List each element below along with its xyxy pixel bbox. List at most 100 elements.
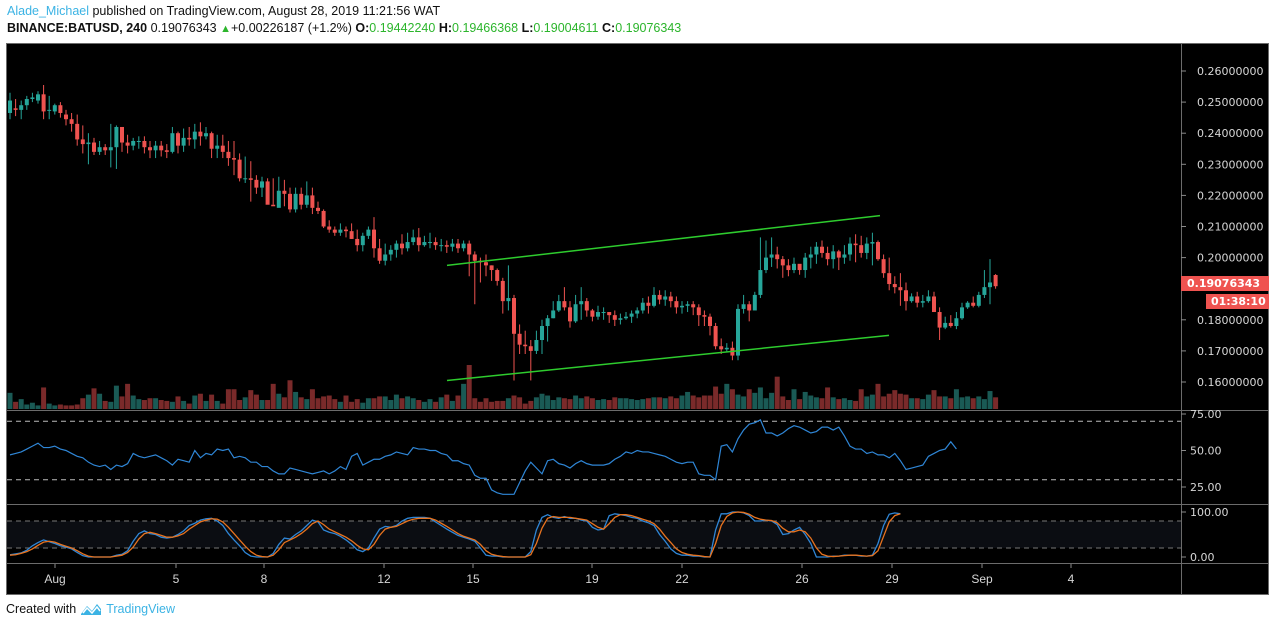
- candle-body: [506, 298, 511, 302]
- volume-bar: [757, 387, 763, 409]
- candle-body: [640, 302, 645, 311]
- volume-bar: [769, 392, 775, 409]
- volume-bar: [13, 401, 19, 409]
- volume-bar: [85, 394, 91, 409]
- volume-bar: [97, 393, 103, 409]
- time-axis-label: 29: [885, 572, 899, 586]
- volume-bar: [953, 389, 959, 409]
- volume-bar: [601, 399, 607, 409]
- volume-bar: [421, 401, 427, 409]
- volume-bar: [853, 400, 859, 409]
- volume-bar: [433, 401, 439, 409]
- candle-body: [792, 263, 796, 271]
- candle-body: [456, 243, 460, 249]
- candle-body: [400, 243, 404, 249]
- candle-body: [237, 159, 242, 179]
- candle-body: [187, 137, 192, 140]
- tradingview-link[interactable]: TradingView: [106, 602, 175, 616]
- volume-bar: [713, 386, 719, 409]
- price-axis-label: 0.23000000: [1197, 158, 1263, 171]
- candle-body: [859, 245, 864, 253]
- volume-bar: [147, 398, 153, 409]
- candle-body: [461, 243, 466, 249]
- candle-body: [204, 133, 208, 137]
- candle-body: [836, 251, 841, 258]
- candle-body: [887, 273, 892, 285]
- volume-bar: [371, 398, 377, 409]
- volume-bar: [522, 403, 528, 409]
- candle-body: [668, 296, 673, 302]
- candle-body: [41, 94, 46, 112]
- candle-body: [652, 294, 656, 306]
- candle-body: [500, 280, 505, 302]
- volume-bar: [337, 401, 343, 409]
- price-axis-label: 0.17000000: [1197, 345, 1263, 358]
- volume-bar: [332, 399, 338, 409]
- volume-bar: [354, 399, 360, 409]
- candle-body: [64, 114, 68, 120]
- volume-bar: [505, 398, 511, 409]
- volume-bar: [461, 383, 467, 409]
- volume-bar: [52, 405, 58, 409]
- volume-bar: [265, 400, 271, 409]
- volume-bar: [248, 390, 254, 409]
- candle-body: [209, 133, 214, 149]
- time-axis-label: 19: [585, 572, 599, 586]
- volume-bar: [567, 399, 573, 409]
- volume-bar: [948, 398, 954, 409]
- volume-bar: [909, 398, 915, 409]
- volume-bar: [141, 400, 147, 409]
- candle-body: [321, 210, 326, 227]
- volume-bar: [528, 400, 534, 409]
- volume-bar: [864, 396, 870, 409]
- volume-bar: [259, 400, 265, 409]
- candle-body: [943, 322, 948, 328]
- volume-bar: [46, 403, 52, 409]
- candle-body: [568, 307, 572, 322]
- volume-bar: [797, 399, 803, 409]
- candle-body: [327, 226, 332, 230]
- volume-bar: [343, 395, 349, 409]
- candle-body: [965, 302, 970, 308]
- volume-bar: [561, 398, 567, 409]
- candle-body: [909, 296, 914, 302]
- candle-body: [803, 257, 808, 271]
- candle-body: [663, 296, 668, 300]
- candle-body: [349, 231, 354, 239]
- volume-bar: [494, 400, 500, 409]
- candle-body: [388, 249, 393, 255]
- candle-body: [69, 119, 74, 124]
- volume-bar: [349, 401, 355, 409]
- volume-bar: [298, 397, 304, 409]
- candle-body: [831, 251, 836, 260]
- candle-body: [612, 315, 617, 320]
- candle-body: [948, 322, 953, 327]
- stoch-d-line: [9, 511, 901, 558]
- candle-body: [545, 318, 550, 327]
- candle-body: [310, 195, 315, 208]
- volume-bar: [365, 398, 371, 409]
- candle-body: [747, 304, 752, 311]
- volume-bar: [517, 397, 523, 409]
- candle-body: [372, 229, 376, 249]
- candle-body: [136, 140, 141, 142]
- channel-upper-line: [446, 214, 881, 267]
- volume-bar: [220, 403, 226, 409]
- high-value: 0.19466368: [452, 21, 519, 35]
- volume-bar: [225, 389, 231, 409]
- candle-body: [103, 147, 108, 151]
- author-link[interactable]: Alade_Michael: [7, 4, 89, 18]
- volume-bar: [701, 395, 707, 409]
- candle-body: [131, 140, 136, 146]
- candle-body: [13, 108, 18, 110]
- volume-bar: [253, 394, 259, 409]
- time-axis-label: 12: [377, 572, 391, 586]
- publish-info: Alade_Michael published on TradingView.c…: [7, 4, 440, 18]
- volume-bar: [785, 400, 791, 409]
- candle-body: [75, 123, 80, 140]
- volume-bar: [668, 396, 674, 409]
- candle-body: [293, 193, 298, 210]
- candle-body: [226, 151, 231, 159]
- candle-body: [108, 147, 113, 151]
